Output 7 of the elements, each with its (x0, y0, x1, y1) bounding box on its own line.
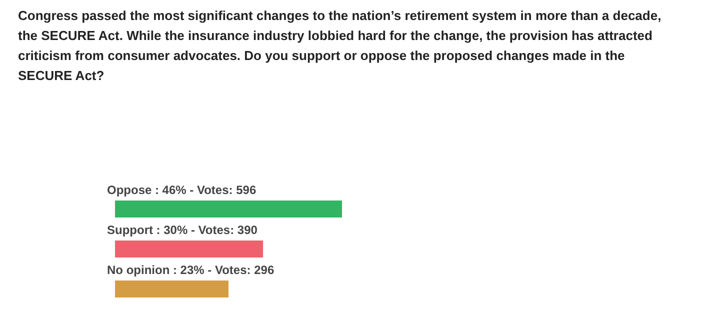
data-label: : 30% - Votes: 390 (156, 223, 258, 237)
data-label: : 46% - Votes: 596 (154, 183, 256, 197)
y-tick-label: No opinion (107, 263, 170, 277)
data-label: : 23% - Votes: 296 (172, 263, 274, 277)
y-tick-label: Oppose (107, 183, 152, 197)
chart-title: Congress passed the most significant changes to the nation’s retirement system in more than a decade, the SECURE Act. While the insurance industry lobbied hard for the change, the provision has attracted criticism from consumer advocates. Do you support or oppose the proposed changes made in the SECURE Act? (18, 8, 662, 83)
y-tick-label: Support (107, 223, 153, 237)
